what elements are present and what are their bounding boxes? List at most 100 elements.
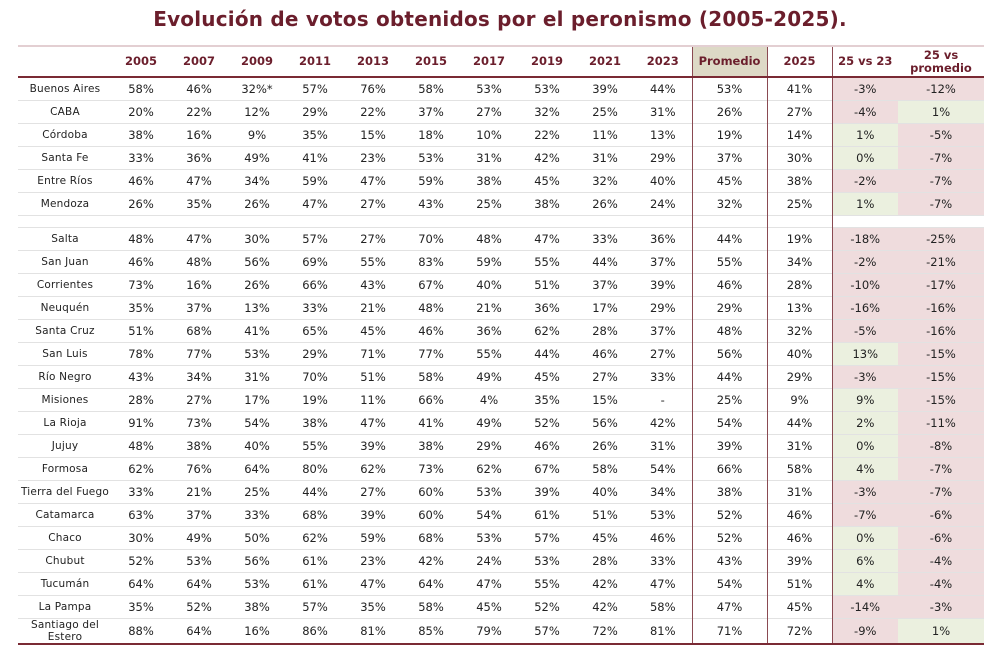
cell-2011: 19%: [302, 392, 328, 407]
cell-2025: 13%: [766, 296, 832, 319]
cell-2005: 58%: [128, 81, 154, 96]
header-2017: 2017: [460, 46, 518, 78]
cell-2015: 58%: [418, 599, 444, 614]
cell-2021: 11%: [592, 127, 618, 142]
cell-2023: 31%: [649, 104, 676, 119]
cell-2015: 60%: [418, 507, 444, 522]
cell-promedio: 37%: [691, 146, 767, 169]
separator-cell: [460, 215, 518, 227]
cell-2013: 27%: [360, 484, 386, 499]
cell-25-vs-23: -3%: [831, 77, 898, 100]
cell-2005: 51%: [128, 323, 154, 338]
cell-2011: 69%: [302, 254, 328, 269]
cell-2009: 33%: [244, 507, 270, 522]
cell-25-vs-23: 0%: [831, 146, 898, 169]
table-row: Formosa 62% 76% 64% 80% 62% 73% 62% 67% 58% 54% 66%…: [18, 457, 984, 480]
cell-promedio: 56%: [691, 342, 767, 365]
header-2013: 2013: [344, 46, 402, 78]
cell-2009: 26%: [244, 277, 270, 292]
cell-2009: 30%: [244, 231, 270, 246]
cell-2011: 29%: [302, 346, 328, 361]
cell-2013: 39%: [360, 438, 386, 453]
cell-2011: 57%: [302, 599, 328, 614]
cell-2019: 35%: [534, 392, 560, 407]
separator-cell: [344, 215, 402, 227]
cell-2023: 24%: [649, 196, 676, 211]
cell-2005: 48%: [128, 438, 154, 453]
cell-2019: 39%: [534, 484, 560, 499]
cell-2013: 81%: [360, 623, 386, 638]
cell-2023: 81%: [649, 623, 676, 638]
cell-2009: 13%: [244, 300, 270, 315]
cell-2011: 44%: [302, 484, 328, 499]
cell-2019: 32%: [534, 104, 560, 119]
cell-25-vs-23: 13%: [831, 342, 898, 365]
cell-2019: 47%: [534, 231, 560, 246]
cell-2005: 26%: [128, 196, 154, 211]
cell-2025: 46%: [766, 503, 832, 526]
cell-2025: 34%: [766, 250, 832, 273]
cell-25-vs-23: -2%: [831, 250, 898, 273]
cell-25-vs-23: 4%: [831, 572, 898, 595]
cell-25-vs-promedio: -12%: [898, 77, 984, 100]
cell-2023: 46%: [649, 530, 676, 545]
cell-2013: 23%: [360, 553, 386, 568]
cell-25-vs-promedio: -7%: [898, 146, 984, 169]
cell-25-vs-promedio: -7%: [898, 192, 984, 215]
cell-2009: 53%: [244, 346, 270, 361]
cell-promedio: 47%: [691, 595, 767, 618]
table-row: Mendoza 26% 35% 26% 47% 27% 43% 25% 38% 26% 24% 32%…: [18, 192, 984, 215]
cell-2021: 42%: [592, 599, 618, 614]
cell-25-vs-promedio: -6%: [898, 526, 984, 549]
table-row: San Luis 78% 77% 53% 29% 71% 77% 55% 44% 46% 27% 56…: [18, 342, 984, 365]
cell-2019: 44%: [534, 346, 560, 361]
group-separator: [18, 215, 984, 227]
cell-2009: 12%: [244, 104, 270, 119]
cell-2007: 73%: [186, 415, 212, 430]
cell-25-vs-promedio: -16%: [898, 319, 984, 342]
cell-2025: 46%: [766, 526, 832, 549]
cell-25-vs-23: 1%: [831, 123, 898, 146]
cell-2021: 28%: [592, 553, 618, 568]
cell-2025: 28%: [766, 273, 832, 296]
table-row: Entre Ríos 46% 47% 34% 59% 47% 59% 38% 45% 32% 40%…: [18, 169, 984, 192]
cell-2015: 83%: [418, 254, 444, 269]
province-name: Entre Ríos: [37, 174, 93, 187]
cell-2007: 52%: [186, 599, 212, 614]
cell-2017: 53%: [476, 530, 502, 545]
cell-2015: 18%: [418, 127, 444, 142]
province-name: Chubut: [45, 554, 85, 567]
cell-2021: 56%: [592, 415, 618, 430]
cell-2019: 53%: [534, 81, 560, 96]
cell-2007: 64%: [186, 576, 212, 591]
cell-25-vs-promedio: 1%: [898, 618, 984, 644]
cell-2023: 29%: [649, 300, 676, 315]
province-name: Salta: [51, 232, 79, 245]
cell-2021: 26%: [592, 196, 618, 211]
cell-2015: 37%: [418, 104, 444, 119]
cell-2017: 55%: [476, 346, 502, 361]
cell-2009: 40%: [244, 438, 270, 453]
cell-2013: 62%: [360, 461, 386, 476]
cell-promedio: 53%: [691, 77, 767, 100]
cell-2021: 15%: [592, 392, 618, 407]
cell-2023: 37%: [649, 254, 676, 269]
cell-2007: 77%: [186, 346, 212, 361]
cell-2007: 68%: [186, 323, 212, 338]
province-name: Tucumán: [40, 577, 90, 590]
province-name: Santa Cruz: [35, 324, 95, 337]
cell-2009: 64%: [244, 461, 270, 476]
cell-2023: 37%: [649, 323, 676, 338]
cell-2017: 79%: [476, 623, 502, 638]
cell-2017: 54%: [476, 507, 502, 522]
cell-2015: 73%: [418, 461, 444, 476]
cell-2009: 26%: [244, 196, 270, 211]
cell-2013: 45%: [360, 323, 386, 338]
cell-2017: 62%: [476, 461, 502, 476]
cell-2023: 33%: [649, 553, 676, 568]
header-2023: 2023: [634, 46, 692, 78]
cell-promedio: 66%: [691, 457, 767, 480]
cell-2011: 86%: [302, 623, 328, 638]
province-name: La Pampa: [38, 600, 92, 613]
cell-2011: 41%: [302, 150, 328, 165]
